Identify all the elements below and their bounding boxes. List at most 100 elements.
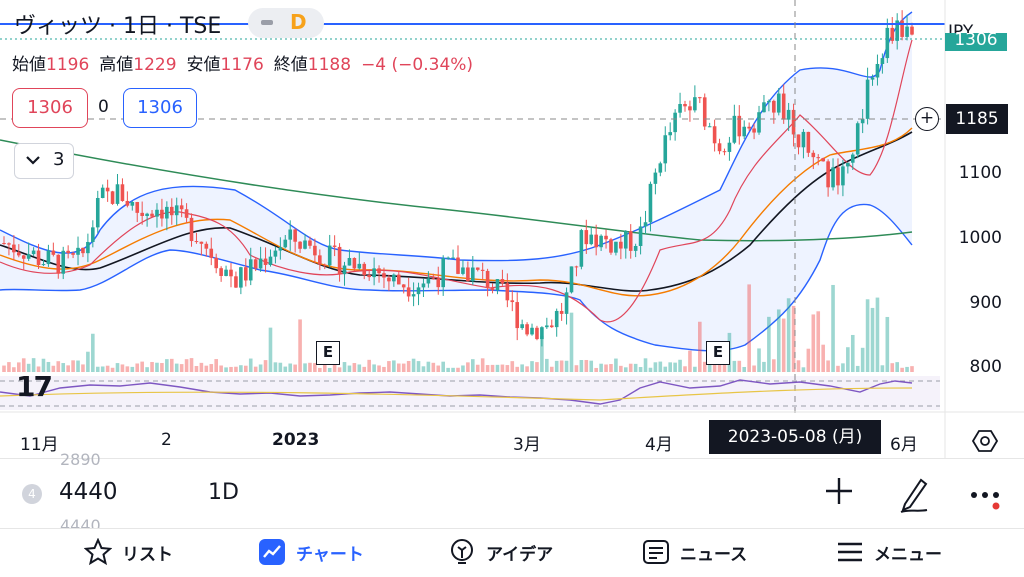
volume-bar bbox=[688, 350, 692, 372]
add-alert-plus-icon[interactable]: + bbox=[915, 107, 939, 131]
crosshair-date-tag: 2023-05-08 (月) bbox=[709, 420, 881, 454]
volume-bar bbox=[791, 305, 796, 372]
candle-body bbox=[905, 26, 909, 37]
volume-bar bbox=[850, 334, 855, 372]
volume-bar bbox=[619, 365, 623, 372]
candle-body bbox=[466, 267, 470, 282]
volume-bar bbox=[110, 367, 115, 372]
candle-body bbox=[510, 300, 515, 303]
lightbulb-icon bbox=[451, 539, 473, 564]
candle-body bbox=[673, 112, 677, 133]
candle-body bbox=[461, 267, 465, 274]
symbol-title[interactable]: ヴィッツ · 1日 · TSE bbox=[14, 14, 222, 39]
volume-bar bbox=[910, 366, 914, 372]
volume-bar bbox=[663, 366, 668, 372]
volume-bar bbox=[471, 359, 475, 372]
candle-body bbox=[56, 254, 61, 274]
sell-button[interactable]: 1306 bbox=[12, 88, 88, 128]
candle-body bbox=[125, 200, 130, 206]
symbol-price[interactable]: 4440 bbox=[59, 479, 118, 505]
volume-bar bbox=[416, 361, 421, 372]
ohlc-legend: 始値1196 高値1229 安値1176 終値1188 −4 (−0.34%) bbox=[12, 50, 483, 75]
volume-bar bbox=[451, 367, 455, 372]
candle-body bbox=[313, 245, 317, 256]
candle-body bbox=[885, 27, 890, 59]
volume-bar bbox=[446, 367, 450, 372]
mode-pill[interactable]: D bbox=[248, 8, 324, 38]
volume-bar bbox=[495, 364, 500, 372]
volume-bar bbox=[865, 299, 870, 372]
candle-body bbox=[846, 162, 850, 167]
candle-body bbox=[382, 273, 386, 278]
volume-bar bbox=[757, 348, 761, 372]
volume-bar bbox=[219, 365, 223, 372]
candle-body bbox=[530, 327, 534, 335]
indicators-toggle-button[interactable]: 3 bbox=[14, 143, 74, 179]
volume-bar bbox=[515, 366, 520, 372]
candle-body bbox=[772, 100, 776, 113]
buy-button[interactable]: 1306 bbox=[123, 88, 197, 128]
volume-bar bbox=[209, 364, 214, 372]
candle-body bbox=[584, 230, 589, 245]
nav-label: ニュース bbox=[680, 545, 748, 565]
candle-body bbox=[890, 27, 895, 41]
volume-bar bbox=[831, 284, 835, 372]
interval-button[interactable]: 1D bbox=[208, 480, 239, 505]
candle-body bbox=[865, 79, 870, 119]
volume-bar bbox=[105, 365, 110, 372]
volume-bar bbox=[411, 358, 416, 372]
candle-body bbox=[347, 257, 352, 266]
candle-body bbox=[71, 253, 75, 255]
candle-body bbox=[633, 245, 638, 251]
volume-bar bbox=[81, 364, 85, 372]
crosshair-price-tag: 1185 bbox=[946, 104, 1008, 134]
volume-bar bbox=[189, 358, 194, 372]
rsi-signal-line bbox=[0, 387, 913, 401]
volume-bar bbox=[722, 358, 727, 372]
chevron-down-icon bbox=[25, 148, 41, 176]
earnings-event-badge[interactable]: E bbox=[706, 341, 730, 365]
news-icon bbox=[643, 540, 669, 564]
volume-bar bbox=[584, 359, 589, 372]
candle-body bbox=[21, 255, 26, 259]
volume-bar bbox=[480, 358, 485, 372]
volume-bar bbox=[377, 365, 381, 372]
volume-bar bbox=[623, 367, 628, 372]
volume-bar bbox=[762, 361, 766, 372]
chart-settings-icon[interactable] bbox=[971, 428, 999, 460]
candle-body bbox=[352, 257, 357, 269]
volume-bar bbox=[737, 360, 742, 372]
volume-bar bbox=[76, 360, 80, 372]
candle-body bbox=[308, 240, 312, 246]
drawing-pen-icon[interactable] bbox=[897, 474, 931, 514]
candle-body bbox=[900, 20, 904, 37]
volume-bar bbox=[767, 316, 771, 372]
volume-bar bbox=[594, 367, 598, 372]
volume-bar bbox=[322, 363, 327, 372]
earnings-event-badge[interactable]: E bbox=[316, 341, 340, 365]
volume-bar bbox=[826, 360, 830, 372]
candle-body bbox=[145, 213, 149, 216]
candle-body bbox=[66, 250, 70, 254]
chart-canvas[interactable] bbox=[0, 0, 1024, 460]
price-tick: 800 bbox=[969, 357, 1002, 377]
more-options-icon[interactable] bbox=[968, 478, 1002, 512]
volume-bar bbox=[525, 366, 529, 372]
candle-body bbox=[61, 250, 66, 274]
volume-bar bbox=[234, 366, 238, 372]
rsi-line bbox=[0, 379, 913, 405]
volume-bar bbox=[253, 366, 258, 372]
candle-body bbox=[515, 302, 520, 329]
volume-bar bbox=[614, 358, 618, 372]
volume-bar bbox=[717, 361, 722, 372]
candle-body bbox=[436, 278, 441, 288]
candle-body bbox=[327, 245, 332, 266]
candle-body bbox=[826, 161, 830, 188]
candle-body bbox=[431, 278, 436, 280]
volume-bar bbox=[747, 284, 751, 372]
add-plus-icon[interactable] bbox=[823, 475, 855, 513]
candle-body bbox=[698, 97, 702, 99]
volume-bar bbox=[609, 364, 613, 372]
chart-icon bbox=[259, 539, 285, 565]
volume-bar bbox=[268, 327, 273, 372]
